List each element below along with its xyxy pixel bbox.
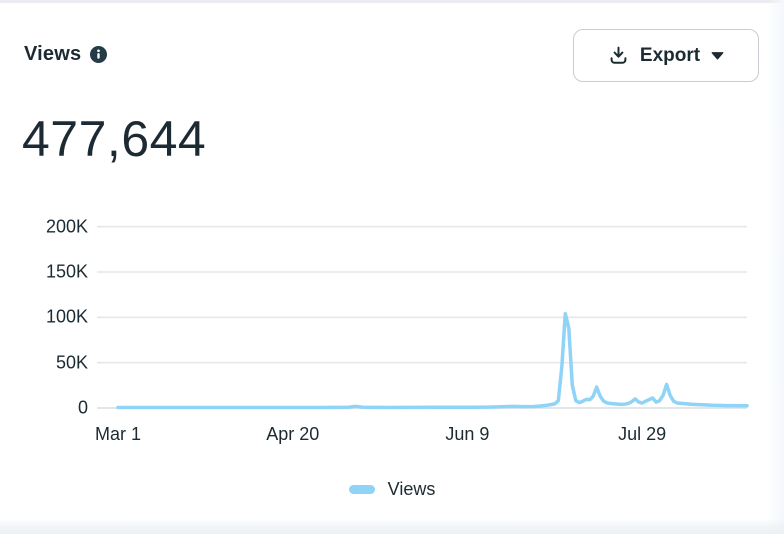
export-button[interactable]: Export [573,29,759,82]
bottom-edge-shade [0,519,784,534]
chevron-down-icon [711,51,724,60]
chart-legend[interactable]: Views [0,479,784,500]
legend-label: Views [387,479,436,499]
export-button-label: Export [639,44,701,66]
top-divider [0,0,784,3]
card-header: Views [24,43,108,65]
info-icon[interactable] [90,45,108,63]
views-title: Views [24,43,82,65]
views-total: 477,644 [22,111,207,167]
series-line-views [116,311,749,410]
legend-swatch [348,485,375,494]
download-icon [608,45,629,66]
